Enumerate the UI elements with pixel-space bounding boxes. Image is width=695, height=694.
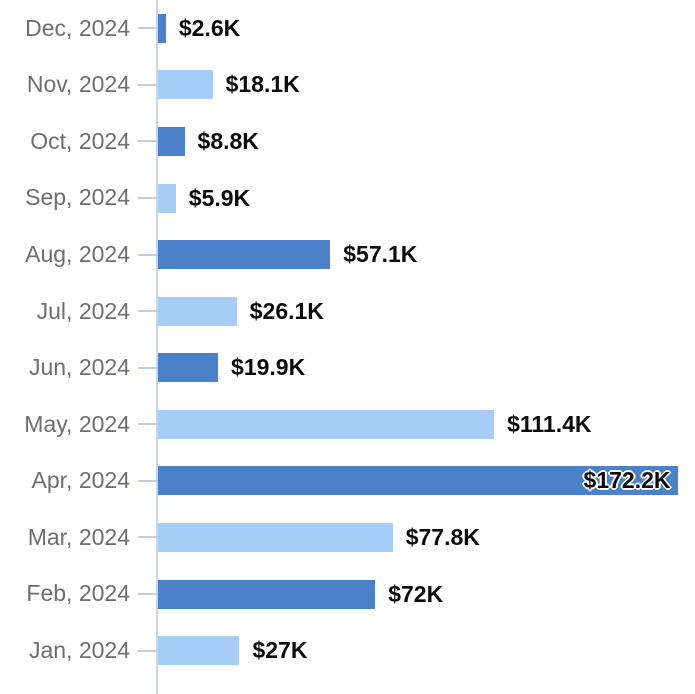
chart-rows: Dec, 2024 $2.6K Nov, 2024 $18.1K Oct, 20… <box>0 0 695 679</box>
tick-mark-icon <box>138 423 158 426</box>
value-label: $27K <box>252 637 308 664</box>
tick-mark-icon <box>138 649 158 652</box>
category-label: Jun, 2024 <box>28 354 130 381</box>
tick-mark-icon <box>138 140 158 143</box>
category-label: Oct, 2024 <box>30 127 130 154</box>
bar[interactable] <box>158 183 176 213</box>
plot-area: $172.2K <box>158 453 695 510</box>
bar[interactable] <box>158 636 240 666</box>
tick-mark-icon <box>138 366 158 369</box>
value-label: $26.1K <box>249 297 324 324</box>
tick-mark-icon <box>138 593 158 596</box>
axis-tick <box>130 0 158 57</box>
value-label: $172.2K <box>583 467 671 494</box>
plot-area: $57.1K <box>158 226 695 283</box>
tick-mark-icon <box>138 253 158 256</box>
bar[interactable] <box>158 466 678 496</box>
value-label: $57.1K <box>343 241 418 268</box>
chart-row: Apr, 2024 $172.2K <box>0 453 695 510</box>
value-label: $8.8K <box>197 127 259 154</box>
category-label: Apr, 2024 <box>31 467 130 494</box>
category-label: Nov, 2024 <box>26 71 130 98</box>
bar[interactable] <box>158 579 376 609</box>
plot-area: $72K <box>158 566 695 623</box>
chart-row: Aug, 2024 $57.1K <box>0 226 695 283</box>
plot-area: $5.9K <box>158 170 695 227</box>
chart-row: Feb, 2024 $72K <box>0 566 695 623</box>
chart-row: Jun, 2024 $19.9K <box>0 339 695 396</box>
bar[interactable] <box>158 126 185 156</box>
chart-row: May, 2024 $111.4K <box>0 396 695 453</box>
category-label: Sep, 2024 <box>25 184 130 211</box>
chart-row: Nov, 2024 $18.1K <box>0 57 695 114</box>
value-label: $2.6K <box>178 14 241 41</box>
chart-row: Sep, 2024 $5.9K <box>0 170 695 227</box>
plot-area: $18.1K <box>158 57 695 114</box>
axis-tick <box>130 396 158 453</box>
category-label: Aug, 2024 <box>25 240 130 267</box>
y-axis-line <box>156 0 158 694</box>
bar[interactable] <box>158 240 331 270</box>
value-label: $77.8K <box>405 523 480 550</box>
axis-tick <box>130 57 158 114</box>
axis-tick <box>130 453 158 510</box>
value-label: $19.9K <box>231 354 306 381</box>
bar[interactable] <box>158 70 213 100</box>
axis-tick <box>130 509 158 566</box>
tick-mark-icon <box>138 27 158 30</box>
category-label: May, 2024 <box>24 410 130 437</box>
plot-area: $27K <box>158 622 695 679</box>
plot-area: $77.8K <box>158 509 695 566</box>
value-label: $111.4K <box>507 410 592 437</box>
plot-area: $26.1K <box>158 283 695 340</box>
value-label: $72K <box>388 580 444 607</box>
axis-tick <box>130 283 158 340</box>
category-label: Feb, 2024 <box>26 580 130 607</box>
category-label: Jan, 2024 <box>28 637 130 663</box>
axis-tick <box>130 113 158 170</box>
category-label: Mar, 2024 <box>27 523 130 550</box>
category-label: Dec, 2024 <box>25 14 130 41</box>
chart-row: Jul, 2024 $26.1K <box>0 283 695 340</box>
plot-area: $2.6K <box>158 0 695 57</box>
plot-area: $19.9K <box>158 339 695 396</box>
bar[interactable] <box>158 13 166 43</box>
chart-row: Dec, 2024 $2.6K <box>0 0 695 57</box>
plot-area: $8.8K <box>158 113 695 170</box>
axis-tick <box>130 622 158 679</box>
axis-tick <box>130 170 158 227</box>
tick-mark-icon <box>138 310 158 313</box>
chart-row: Jan, 2024 $27K <box>0 622 695 679</box>
value-label: $5.9K <box>188 184 251 211</box>
axis-tick <box>130 226 158 283</box>
plot-area: $111.4K <box>158 396 695 453</box>
chart-row: Oct, 2024 $8.8K <box>0 113 695 170</box>
tick-mark-icon <box>138 197 158 200</box>
value-label: $18.1K <box>225 71 300 98</box>
bar[interactable] <box>158 409 495 439</box>
tick-mark-icon <box>138 479 158 482</box>
axis-tick <box>130 339 158 396</box>
tick-mark-icon <box>138 536 158 539</box>
category-label: Jul, 2024 <box>36 297 130 324</box>
chart-row: Mar, 2024 $77.8K <box>0 509 695 566</box>
bar[interactable] <box>158 522 393 552</box>
axis-tick <box>130 566 158 623</box>
bar[interactable] <box>158 296 237 326</box>
bar[interactable] <box>158 353 219 383</box>
tick-mark-icon <box>138 83 158 86</box>
